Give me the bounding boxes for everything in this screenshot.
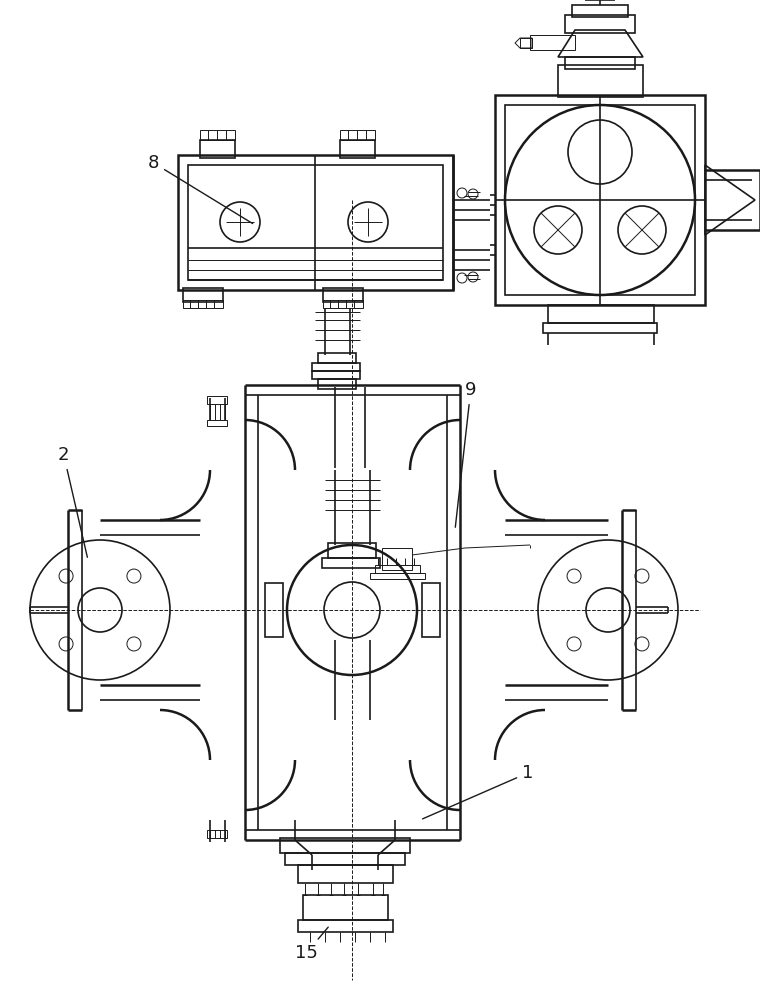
Text: 9: 9 (455, 381, 477, 527)
Text: 15: 15 (295, 927, 328, 962)
Bar (565, 15, 635, 33)
Bar (548, 305, 654, 323)
Bar (530, 35, 575, 50)
Bar (318, 353, 356, 363)
Bar (312, 371, 360, 379)
Bar (207, 830, 227, 838)
Text: 2: 2 (58, 446, 87, 557)
Bar (298, 920, 393, 932)
Text: 1: 1 (423, 764, 534, 819)
Bar (422, 583, 440, 637)
Bar (375, 565, 420, 573)
Bar (543, 323, 657, 333)
Bar (318, 379, 356, 389)
Bar (370, 573, 425, 579)
Bar (312, 363, 360, 371)
Bar (565, 57, 635, 69)
Bar (382, 548, 412, 570)
Bar (340, 140, 375, 158)
Bar (328, 543, 376, 558)
Bar (207, 420, 227, 426)
Bar (183, 288, 223, 302)
Bar (207, 396, 227, 404)
Bar (285, 853, 405, 865)
Bar (183, 300, 223, 308)
Bar (280, 838, 410, 853)
Bar (265, 583, 283, 637)
Bar (520, 38, 532, 48)
Bar (200, 140, 235, 158)
Bar (558, 65, 643, 97)
Text: 8: 8 (148, 154, 252, 224)
Bar (572, 5, 628, 17)
Bar (323, 288, 363, 302)
Bar (188, 165, 443, 280)
Bar (495, 95, 705, 305)
Bar (340, 130, 375, 140)
Bar (322, 558, 380, 568)
Bar (178, 155, 453, 290)
Bar (303, 895, 388, 920)
Bar (505, 105, 695, 295)
Bar (298, 865, 393, 883)
Bar (200, 130, 235, 140)
Bar (323, 300, 363, 308)
